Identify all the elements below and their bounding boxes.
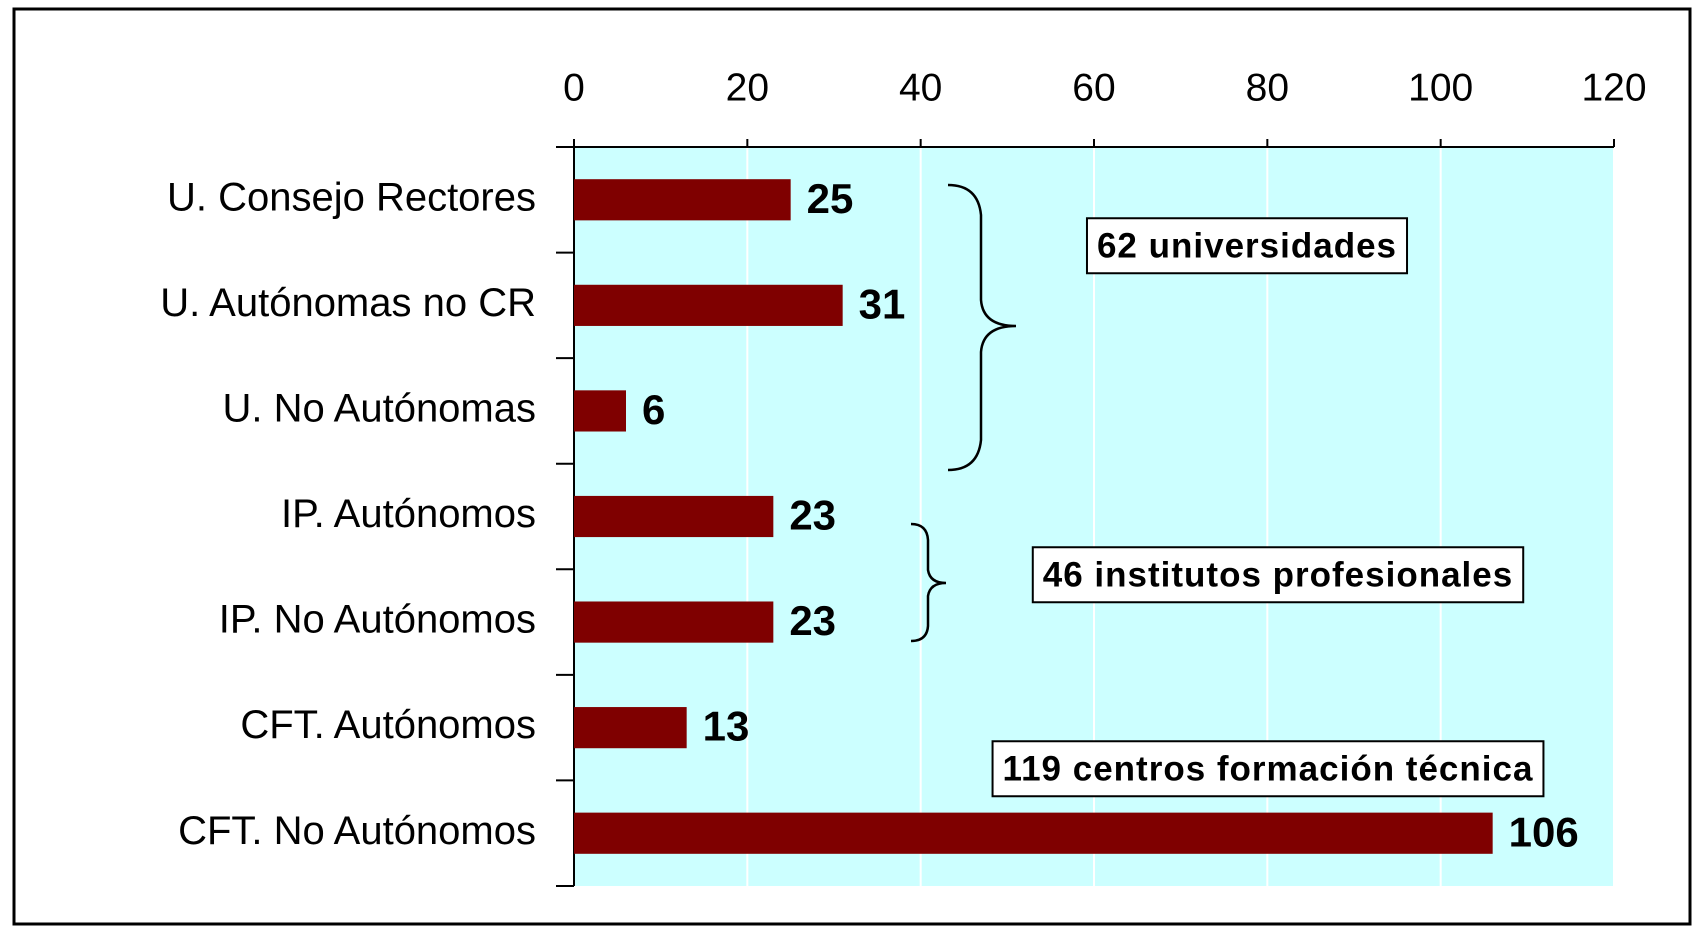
- brace: [947, 183, 1017, 472]
- y-tick-label: IP. No Autónomos: [219, 598, 536, 642]
- bar: [574, 707, 687, 749]
- value-label: 31: [859, 280, 906, 327]
- y-tick-label: U. No Autónomas: [223, 386, 537, 430]
- annotation: 46 institutos profesionales: [1043, 555, 1513, 594]
- value-label: 106: [1509, 808, 1579, 855]
- x-tick-label: 80: [1246, 66, 1289, 109]
- x-tick-label: 100: [1408, 66, 1473, 109]
- x-tick-label: 40: [899, 66, 942, 109]
- annotation: 62 universidades: [1097, 226, 1397, 265]
- brace: [910, 522, 947, 643]
- annotation-box: [1085, 217, 1409, 275]
- bar: [574, 495, 774, 538]
- value-label: 25: [807, 175, 854, 222]
- annotation: 119 centros formación técnica: [1003, 749, 1534, 788]
- y-tick-label: U. Autónomas no CR: [160, 281, 536, 325]
- y-tick-label: U. Consejo Rectores: [167, 175, 536, 219]
- bar: [574, 179, 791, 221]
- y-tick-label: CFT. No Autónomos: [178, 809, 536, 853]
- value-label: 6: [642, 386, 665, 433]
- bar: [574, 284, 843, 326]
- x-tick-label: 60: [1072, 66, 1115, 109]
- y-tick-label: IP. Autónomos: [281, 492, 536, 536]
- x-tick-label: 0: [563, 66, 585, 109]
- x-tick-label: 120: [1581, 66, 1646, 109]
- bar: [574, 390, 626, 432]
- y-tick-label: CFT. Autónomos: [240, 703, 536, 747]
- x-tick-label: 20: [726, 66, 769, 109]
- value-label: 13: [703, 703, 750, 750]
- bar: [574, 601, 774, 643]
- value-label: 23: [789, 492, 836, 539]
- annotation-box: [1031, 546, 1525, 604]
- annotation-box: [991, 740, 1545, 798]
- value-label: 23: [789, 597, 836, 644]
- bar: [574, 812, 1493, 854]
